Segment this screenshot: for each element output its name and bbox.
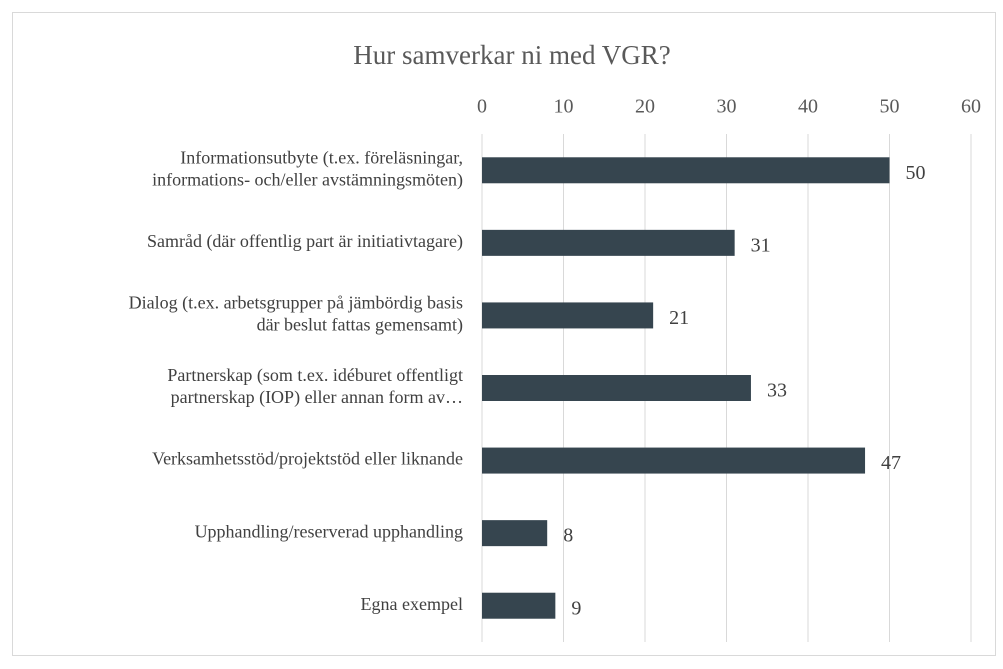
x-tick-label: 30: [717, 96, 737, 118]
y-tick-label: informations- och/eller avstämningsmöten…: [152, 169, 463, 190]
y-tick-label: där beslut fattas gemensamt): [257, 315, 463, 336]
x-tick-label: 0: [477, 96, 487, 118]
value-label: 33: [767, 380, 787, 402]
value-label: 47: [881, 452, 901, 474]
x-tick-label: 60: [961, 96, 981, 118]
y-tick-label: partnerskap (IOP) eller annan form av…: [171, 387, 463, 408]
value-label: 31: [751, 234, 771, 256]
y-tick-label: Verksamhetsstöd/projektstöd eller liknan…: [152, 449, 463, 469]
x-tick-label: 50: [880, 96, 900, 118]
bar: [482, 302, 654, 329]
x-tick-label: 10: [554, 96, 574, 118]
chart-title: Hur samverkar ni med VGR?: [353, 40, 670, 70]
value-label: 50: [906, 162, 926, 184]
y-tick-label: Egna exempel: [361, 594, 463, 614]
bar: [482, 520, 548, 547]
y-tick-label: Dialog (t.ex. arbetsgrupper på jämbördig…: [129, 293, 463, 314]
value-label: 8: [563, 525, 573, 547]
bar: [482, 592, 556, 619]
y-tick-label: Informationsutbyte (t.ex. föreläsningar,: [180, 147, 463, 168]
bar: [482, 447, 866, 474]
bar: [482, 229, 735, 256]
value-label: 21: [669, 307, 689, 329]
bar: [482, 375, 751, 401]
y-tick-label: Upphandling/reserverad upphandling: [195, 521, 463, 541]
y-tick-label: Samråd (där offentlig part är initiativt…: [147, 231, 463, 252]
bar: [482, 157, 890, 184]
x-tick-label: 40: [798, 96, 818, 118]
value-label: 9: [571, 597, 581, 619]
y-tick-label: Partnerskap (som t.ex. idéburet offentli…: [167, 365, 463, 386]
x-tick-label: 20: [635, 96, 655, 118]
chart-border: [12, 12, 996, 656]
